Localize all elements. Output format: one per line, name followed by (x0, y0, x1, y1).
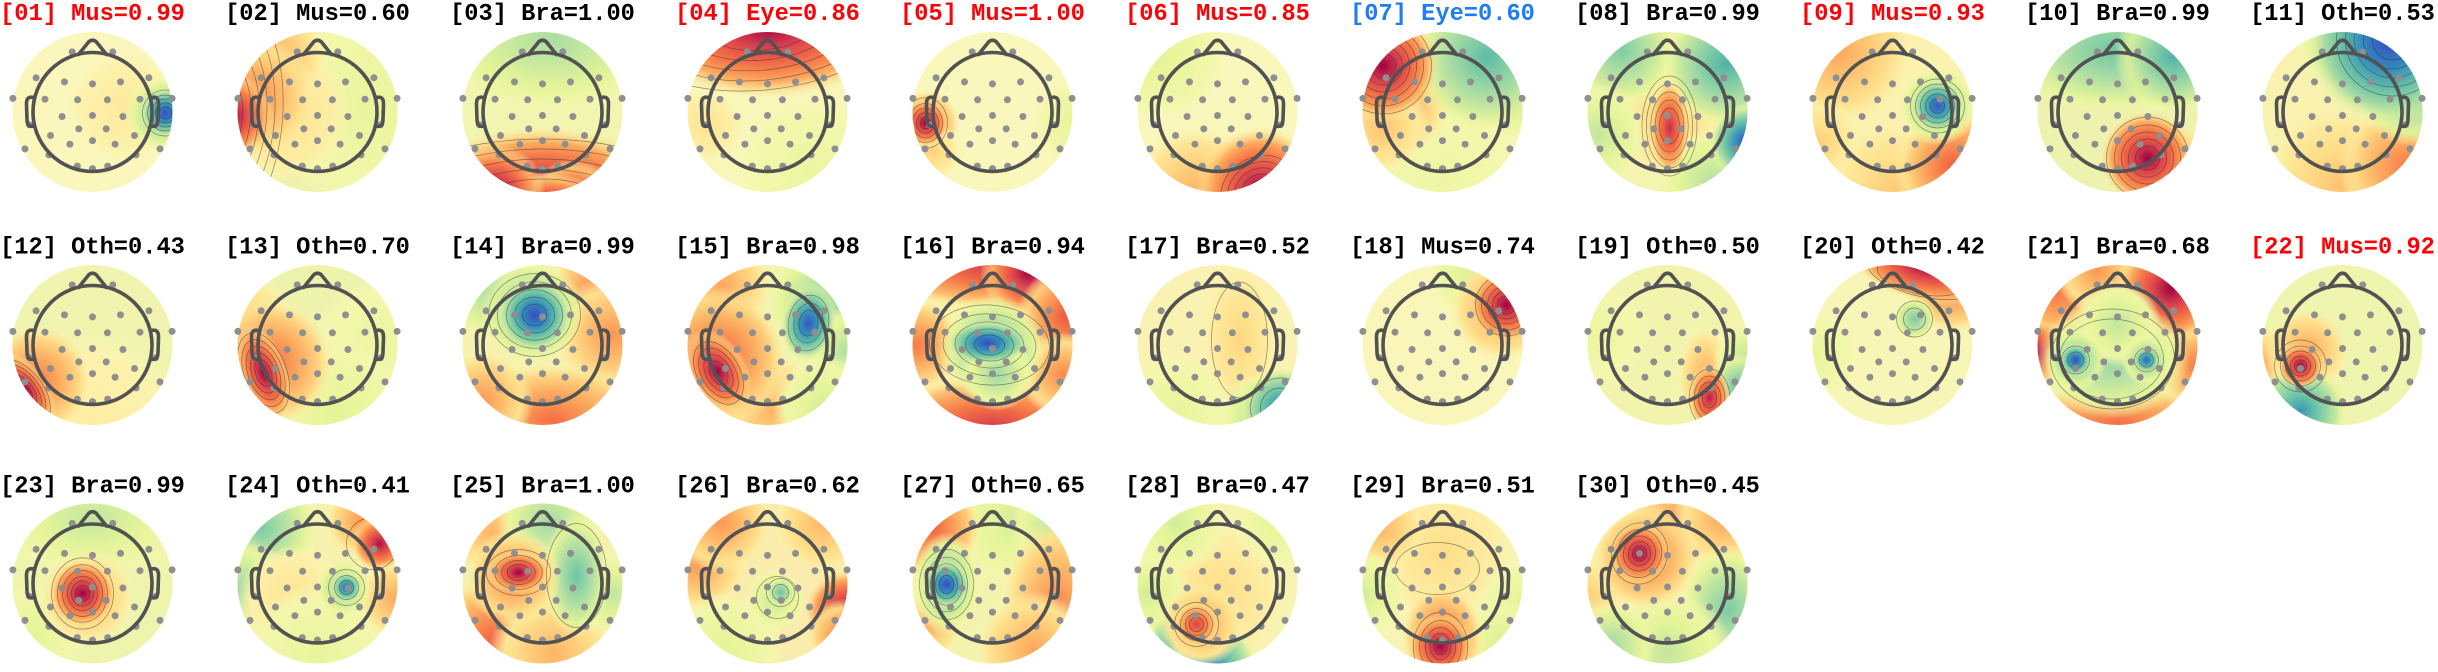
svg-text:[30] Oth=0.45: [30] Oth=0.45 (1575, 474, 1760, 501)
svg-text:[17] Bra=0.52: [17] Bra=0.52 (1125, 235, 1310, 262)
svg-text:[14] Bra=0.99: [14] Bra=0.99 (450, 235, 635, 262)
svg-text:[23] Bra=0.99: [23] Bra=0.99 (0, 474, 185, 501)
svg-text:[11] Oth=0.53: [11] Oth=0.53 (2250, 1, 2435, 28)
svg-text:[04] Eye=0.86: [04] Eye=0.86 (675, 1, 860, 28)
svg-text:[27] Oth=0.65: [27] Oth=0.65 (900, 474, 1085, 501)
svg-text:[12] Oth=0.43: [12] Oth=0.43 (0, 235, 185, 262)
svg-text:[26] Bra=0.62: [26] Bra=0.62 (675, 474, 860, 501)
svg-text:[19] Oth=0.50: [19] Oth=0.50 (1575, 235, 1760, 262)
svg-text:[16] Bra=0.94: [16] Bra=0.94 (900, 235, 1085, 262)
svg-text:[20] Oth=0.42: [20] Oth=0.42 (1800, 235, 1985, 262)
svg-text:[25] Bra=1.00: [25] Bra=1.00 (450, 474, 635, 501)
svg-text:[05] Mus=1.00: [05] Mus=1.00 (900, 1, 1085, 28)
svg-text:[09] Mus=0.93: [09] Mus=0.93 (1800, 1, 1985, 28)
svg-text:[28] Bra=0.47: [28] Bra=0.47 (1125, 474, 1310, 501)
svg-text:[08] Bra=0.99: [08] Bra=0.99 (1575, 1, 1760, 28)
svg-text:[03] Bra=1.00: [03] Bra=1.00 (450, 1, 635, 28)
svg-text:[24] Oth=0.41: [24] Oth=0.41 (225, 474, 410, 501)
svg-text:[06] Mus=0.85: [06] Mus=0.85 (1125, 1, 1310, 28)
svg-text:[21] Bra=0.68: [21] Bra=0.68 (2025, 235, 2210, 262)
svg-text:[13] Oth=0.70: [13] Oth=0.70 (225, 235, 410, 262)
svg-text:[29] Bra=0.51: [29] Bra=0.51 (1350, 474, 1535, 501)
svg-text:[07] Eye=0.60: [07] Eye=0.60 (1350, 1, 1535, 28)
svg-text:[22] Mus=0.92: [22] Mus=0.92 (2250, 235, 2435, 262)
svg-text:[18] Mus=0.74: [18] Mus=0.74 (1350, 235, 1535, 262)
svg-text:[15] Bra=0.98: [15] Bra=0.98 (675, 235, 860, 262)
svg-text:[02] Mus=0.60: [02] Mus=0.60 (225, 1, 410, 28)
svg-text:[01] Mus=0.99: [01] Mus=0.99 (0, 1, 185, 28)
svg-text:[10] Bra=0.99: [10] Bra=0.99 (2025, 1, 2210, 28)
